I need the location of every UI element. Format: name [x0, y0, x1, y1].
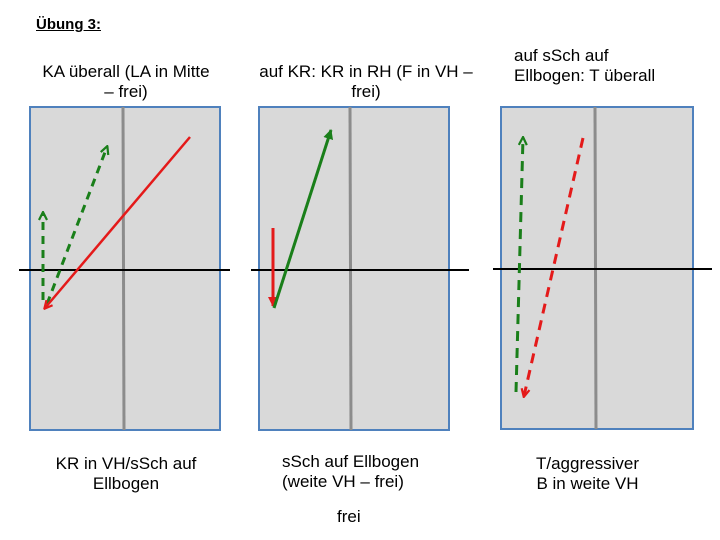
- red-solid-arrow: [45, 136, 191, 308]
- panel-3-bottom-caption: T/aggressiver B in weite VH: [490, 454, 685, 494]
- panel-2-bottom-caption: sSch auf Ellbogen (weite VH – frei): [282, 452, 482, 492]
- footer-text: frei: [337, 507, 361, 526]
- caption-line: (weite VH – frei): [282, 472, 404, 491]
- caption-line: B in weite VH: [536, 474, 639, 493]
- green-solid-arrow-up: [272, 129, 334, 309]
- panel-2-top-caption: auf KR: KR in RH (F in VH – frei): [246, 62, 486, 102]
- panel-1-field: [29, 106, 221, 431]
- field-center-line: [121, 106, 126, 431]
- caption-line: – frei): [104, 82, 148, 101]
- field-center-line: [348, 106, 353, 431]
- caption-line: Ellbogen: T überall: [514, 66, 656, 85]
- caption-line: T/aggressiver: [536, 454, 639, 473]
- green-dashed-arrow-diagonal: [45, 147, 107, 305]
- exercise-title: Übung 3:: [36, 16, 101, 33]
- panel-1-top-caption: KA überall (LA in Mitte – frei): [20, 62, 232, 102]
- caption-line: sSch auf Ellbogen: [282, 452, 420, 471]
- panel-3-top-caption: auf sSch auf Ellbogen: T überall: [514, 46, 714, 86]
- caption-line: KR in VH/sSch auf: [55, 454, 197, 473]
- caption-line: frei): [351, 82, 381, 101]
- field-rect: [258, 106, 450, 431]
- caption-line: auf sSch auf: [514, 46, 609, 65]
- panel-2-field: [258, 106, 450, 431]
- caption-line: Ellbogen: [92, 474, 160, 493]
- caption-line: auf KR: KR in RH (F in VH –: [259, 62, 473, 81]
- caption-line: KA überall (LA in Mitte: [42, 62, 210, 81]
- green-dashed-arrow-up: [514, 138, 523, 393]
- panel-1-bottom-caption: KR in VH/sSch auf Ellbogen: [20, 454, 232, 494]
